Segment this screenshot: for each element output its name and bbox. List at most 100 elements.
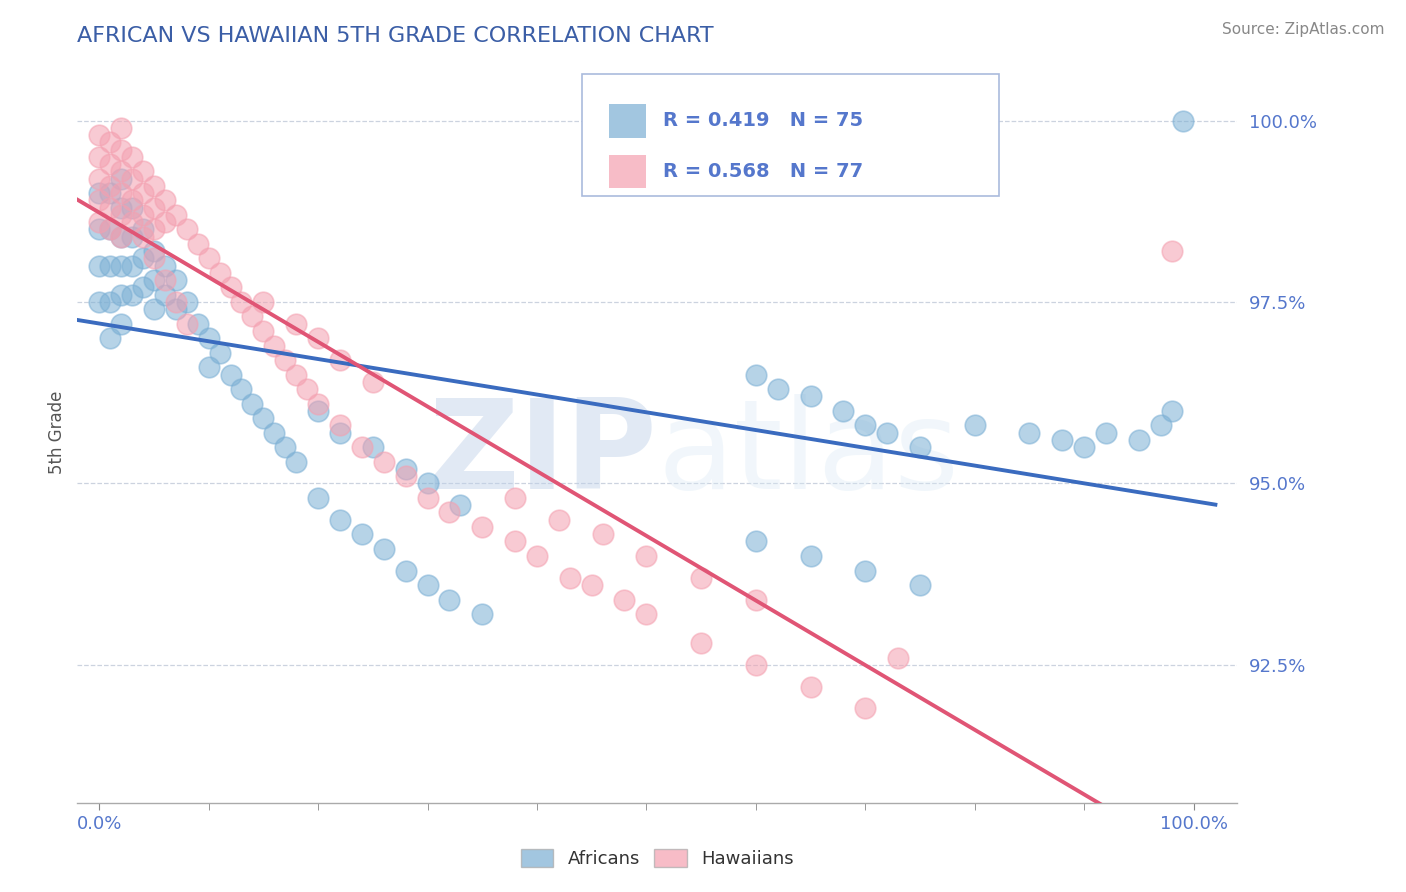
Point [307,331,329,345]
Point [416,578,439,592]
Point [142,252,165,266]
Point [853,701,876,715]
Text: atlas: atlas [658,394,959,516]
Point [153,287,176,301]
Point [1160,244,1182,259]
Point [373,541,395,556]
Point [98,222,121,236]
Point [165,302,187,317]
Point [98,201,121,215]
Point [526,549,548,563]
Point [121,287,143,301]
FancyBboxPatch shape [582,73,1000,195]
Point [121,150,143,164]
Point [394,462,416,476]
Point [350,527,373,541]
Point [110,201,132,215]
Point [263,425,285,440]
Point [110,208,132,222]
Point [208,266,231,280]
Point [89,171,111,186]
Point [165,208,187,222]
Point [89,215,111,229]
Y-axis label: 5th Grade: 5th Grade [48,391,66,475]
Point [89,128,111,142]
Point [252,411,274,425]
Point [329,425,352,440]
Point [263,338,285,352]
Point [219,280,242,294]
Point [307,491,329,505]
Point [329,513,352,527]
Point [176,222,198,236]
Point [1095,425,1118,440]
Point [132,222,155,236]
Point [592,527,614,541]
Point [503,534,526,549]
Point [142,273,165,287]
Point [1018,425,1040,440]
Point [153,194,176,208]
Point [231,382,253,396]
Point [1073,440,1095,454]
Point [908,578,931,592]
Point [745,368,768,382]
Point [110,143,132,157]
Point [853,418,876,433]
Point [165,273,187,287]
Point [142,201,165,215]
Point [908,440,931,454]
Point [110,317,132,331]
Point [274,353,297,368]
Text: R = 0.419   N = 75: R = 0.419 N = 75 [664,112,863,130]
Point [110,229,132,244]
Point [558,571,581,585]
Point [110,186,132,200]
Point [176,295,198,310]
Point [547,513,569,527]
Point [132,208,155,222]
Point [439,592,461,607]
Point [110,287,132,301]
Point [89,295,111,310]
Point [98,136,121,150]
Point [142,178,165,193]
Point [89,194,111,208]
Point [613,592,636,607]
Point [887,650,910,665]
Point [110,259,132,273]
Point [98,222,121,236]
Point [98,186,121,200]
Point [274,440,297,454]
Point [471,520,494,534]
Point [285,317,308,331]
Point [416,476,439,491]
Point [394,564,416,578]
Point [110,229,132,244]
Point [132,186,155,200]
Point [361,375,384,389]
Point [295,382,318,396]
Point [799,389,821,403]
Point [307,396,329,410]
Point [252,324,274,338]
Point [876,425,898,440]
Point [439,506,461,520]
Point [132,280,155,294]
Point [187,317,209,331]
Point [307,404,329,418]
Point [98,331,121,345]
FancyBboxPatch shape [609,104,645,137]
Point [132,164,155,178]
Point [98,295,121,310]
Point [1050,433,1073,447]
Point [242,310,264,324]
Point [176,317,198,331]
Point [963,418,986,433]
Point [110,171,132,186]
Point [121,259,143,273]
Point [1171,113,1194,128]
Point [98,178,121,193]
Point [121,229,143,244]
Point [416,491,439,505]
